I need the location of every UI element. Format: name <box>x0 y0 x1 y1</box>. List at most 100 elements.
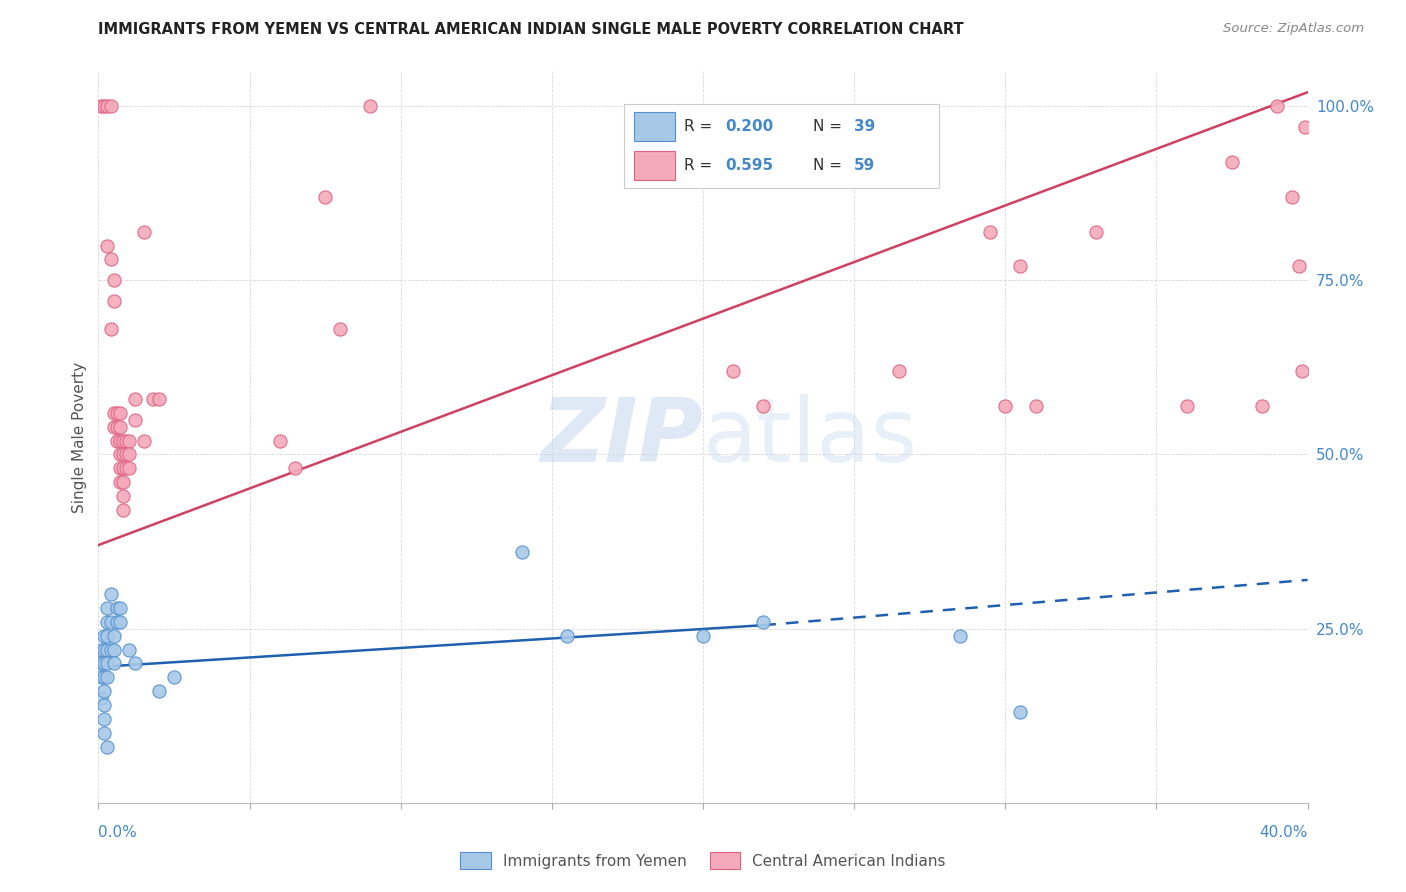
Point <box>108 600 131 615</box>
Point <box>96 629 118 643</box>
Point <box>93 99 115 113</box>
Point <box>93 642 115 657</box>
Point <box>96 657 118 671</box>
Point <box>1220 155 1243 169</box>
Y-axis label: Single Male Poverty: Single Male Poverty <box>72 361 87 513</box>
Point <box>148 392 170 406</box>
Point <box>108 461 131 475</box>
Point <box>1175 399 1198 413</box>
Point <box>994 399 1017 413</box>
Point <box>100 587 122 601</box>
Point <box>111 503 134 517</box>
Point <box>93 657 115 671</box>
Text: 40.0%: 40.0% <box>1260 825 1308 840</box>
Point <box>93 684 115 698</box>
Point <box>692 629 714 643</box>
Point <box>93 712 115 726</box>
Text: 0.0%: 0.0% <box>98 825 138 840</box>
Point <box>752 615 775 629</box>
Point <box>555 629 578 643</box>
Point <box>132 225 155 239</box>
Point <box>100 642 122 657</box>
Point <box>96 642 118 657</box>
Point <box>114 434 136 448</box>
Point <box>118 434 141 448</box>
Point <box>1294 120 1316 134</box>
Point <box>111 448 134 462</box>
Point <box>142 392 165 406</box>
Point <box>100 322 122 336</box>
Point <box>90 99 112 113</box>
Point <box>96 670 118 684</box>
Point <box>314 190 336 204</box>
Legend: Immigrants from Yemen, Central American Indians: Immigrants from Yemen, Central American … <box>454 846 952 875</box>
Point <box>1010 705 1032 719</box>
Point <box>90 642 112 657</box>
Point <box>114 461 136 475</box>
Point <box>1085 225 1108 239</box>
Point <box>360 99 382 113</box>
Point <box>108 448 131 462</box>
Point <box>96 740 118 755</box>
Point <box>1281 190 1303 204</box>
Point <box>148 684 170 698</box>
Point <box>118 461 141 475</box>
Point <box>100 615 122 629</box>
Point <box>111 461 134 475</box>
Text: ZIP: ZIP <box>540 393 703 481</box>
Point <box>90 670 112 684</box>
Text: IMMIGRANTS FROM YEMEN VS CENTRAL AMERICAN INDIAN SINGLE MALE POVERTY CORRELATION: IMMIGRANTS FROM YEMEN VS CENTRAL AMERICA… <box>98 22 965 37</box>
Point <box>105 419 128 434</box>
Text: atlas: atlas <box>703 393 918 481</box>
Point <box>108 475 131 490</box>
Point <box>103 629 125 643</box>
Point <box>103 657 125 671</box>
Point <box>1024 399 1046 413</box>
Point <box>108 434 131 448</box>
Point <box>510 545 533 559</box>
Point <box>124 657 146 671</box>
Point <box>1251 399 1274 413</box>
Point <box>103 642 125 657</box>
Point <box>105 406 128 420</box>
Point <box>103 273 125 287</box>
Point <box>949 629 972 643</box>
Point <box>100 252 122 267</box>
Point <box>979 225 1001 239</box>
Point <box>118 448 141 462</box>
Point <box>93 670 115 684</box>
Point <box>111 489 134 503</box>
Point <box>163 670 186 684</box>
Point <box>132 434 155 448</box>
Point <box>96 99 118 113</box>
Point <box>284 461 307 475</box>
Point <box>105 615 128 629</box>
Point <box>1288 260 1310 274</box>
Point <box>96 615 118 629</box>
Point <box>329 322 352 336</box>
Point <box>752 399 775 413</box>
Point <box>93 726 115 740</box>
Point <box>1010 260 1032 274</box>
Point <box>105 434 128 448</box>
Text: Source: ZipAtlas.com: Source: ZipAtlas.com <box>1223 22 1364 36</box>
Point <box>96 600 118 615</box>
Point <box>103 419 125 434</box>
Point <box>124 412 146 426</box>
Point <box>103 294 125 309</box>
Point <box>93 629 115 643</box>
Point <box>96 238 118 252</box>
Point <box>1291 364 1313 378</box>
Point <box>124 392 146 406</box>
Point <box>889 364 911 378</box>
Point <box>111 475 134 490</box>
Point <box>269 434 291 448</box>
Point <box>90 657 112 671</box>
Point <box>118 642 141 657</box>
Point <box>114 448 136 462</box>
Point <box>111 434 134 448</box>
Point <box>108 406 131 420</box>
Point <box>721 364 744 378</box>
Point <box>1265 99 1288 113</box>
Point <box>108 419 131 434</box>
